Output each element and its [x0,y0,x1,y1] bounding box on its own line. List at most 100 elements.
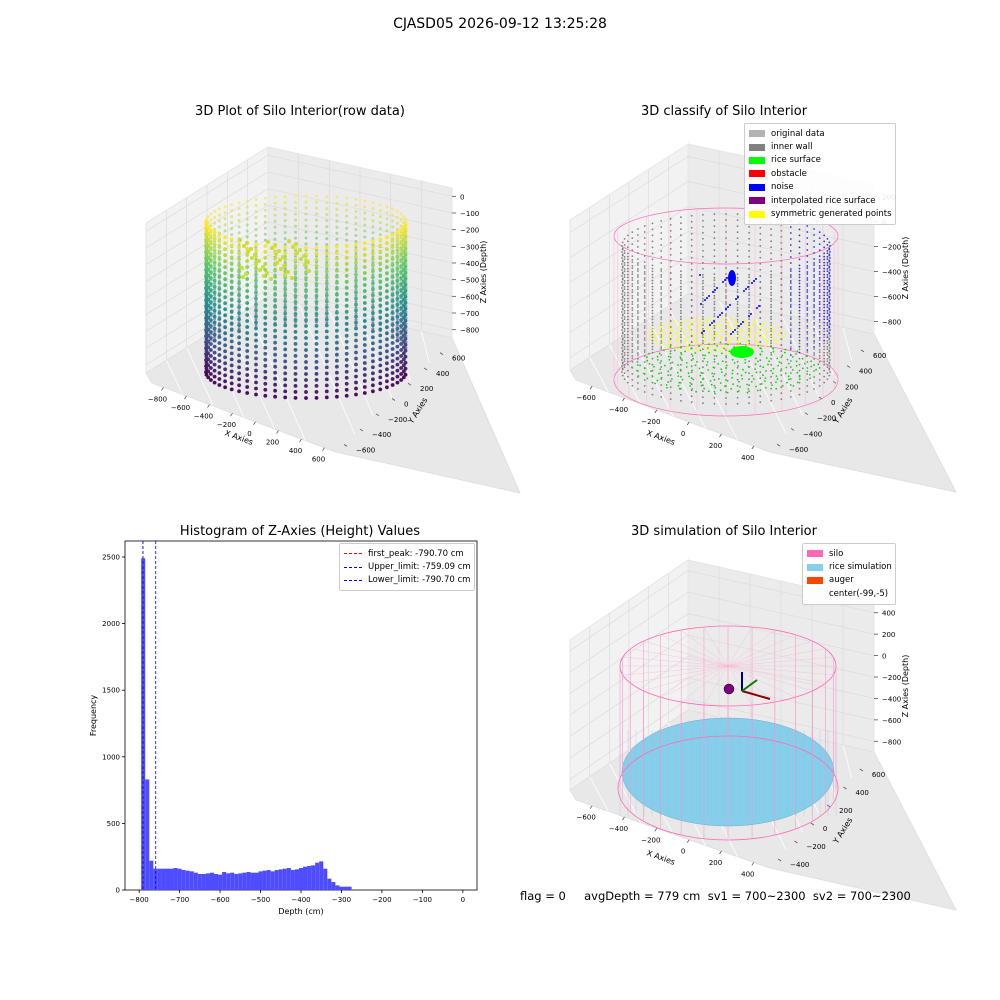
data-point [354,386,358,391]
data-point [294,218,297,222]
data-point [213,287,217,291]
data-point [324,377,329,382]
data-point [245,379,250,383]
data-point [304,224,308,228]
data-point [314,318,319,322]
data-point [371,305,375,310]
data-point [362,355,367,359]
data-point [385,343,389,348]
plot1-z-tick-label: −500 [460,277,479,285]
data-point [362,361,367,365]
data-point [254,380,258,385]
data-point [401,279,406,284]
data-point [378,243,383,248]
data-point [223,319,228,324]
data-point [293,354,298,358]
data-point [263,339,268,344]
data-point [378,309,383,314]
plot4-y-tick-label: −200 [807,843,826,851]
data-point [378,357,383,362]
data-point [283,293,288,298]
data-point [212,284,217,289]
data-point [245,391,250,395]
data-point [209,378,213,382]
data-point [378,227,382,231]
data-point [245,373,250,377]
data-point [209,282,213,286]
data-point [273,346,277,351]
data-point [371,327,375,331]
data-point [212,362,217,367]
data-point [283,305,288,310]
data-point [254,282,258,285]
data-point [237,291,241,295]
data-point [230,209,234,213]
data-point [254,296,258,301]
data-point [229,291,234,296]
data-point [354,362,358,367]
data-point [354,300,358,303]
data-point [378,261,383,266]
data-point [395,320,400,325]
plot1-x-tick [253,421,256,426]
data-point [335,298,339,303]
data-point [354,234,358,237]
data-point [315,230,318,234]
data-point [395,293,399,297]
data-point [395,311,399,315]
data-point [213,227,217,231]
data-point [344,327,349,332]
data-point [401,369,406,374]
data-point [283,353,288,358]
data-point [254,240,258,243]
data-point [335,364,339,369]
data-point [254,374,258,379]
data-point [362,391,367,395]
data-point [354,294,358,297]
data-point [395,263,399,267]
data-point [206,303,211,308]
data-point [371,389,375,394]
data-point [206,351,211,356]
data-point [213,245,217,249]
data-point [378,215,382,219]
data-point [254,320,258,325]
data-point [354,270,358,273]
data-point [401,231,406,236]
data-point [395,305,399,309]
data-point [263,327,268,332]
data-point [354,246,358,249]
data-point [212,308,217,313]
data-point [335,268,339,273]
data-point [212,350,217,355]
data-point [237,311,242,316]
data-point [245,235,249,239]
plot1-floor-grid [420,331,430,363]
plot4-z-tick-label: −400 [882,695,901,703]
data-point [206,363,211,368]
data-point [209,312,213,316]
data-point [385,379,389,384]
data-point [362,283,367,287]
plot4-z-tick-label: 400 [882,610,895,618]
data-point [209,306,213,310]
data-point [345,238,349,242]
data-point [354,368,358,373]
data-point [354,306,358,309]
data-point [391,225,395,229]
data-point [362,331,367,335]
plot1-y-tick-label: 0 [404,401,408,409]
data-point [371,245,375,250]
data-point [273,394,277,399]
data-point [354,356,358,361]
data-point [325,231,329,235]
data-point [294,230,297,234]
data-point [403,264,408,269]
data-point [283,341,288,346]
data-point [293,264,298,268]
plot1-z-tick-label: −600 [460,293,479,301]
data-point [378,267,383,272]
data-point [399,342,403,346]
data-point [395,314,400,319]
data-point [283,261,287,265]
